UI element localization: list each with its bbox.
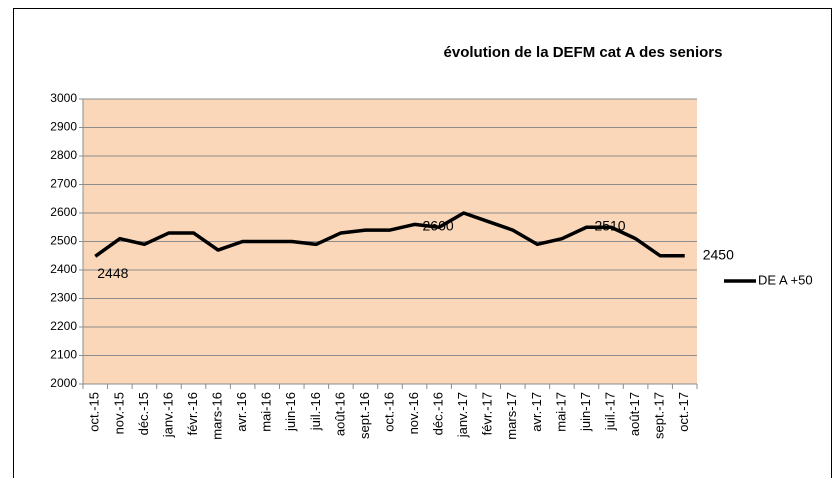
x-tick-label: oct.-15 (87, 392, 102, 432)
x-tick-label: juin-16 (283, 392, 298, 432)
x-tick-label: mai-17 (553, 392, 568, 432)
data-label: 2450 (703, 246, 734, 262)
x-tick-label: mai-16 (259, 392, 274, 432)
x-tick-label: avr.-16 (234, 392, 249, 432)
x-tick-label: déc.-15 (136, 392, 151, 435)
legend-label: DE A +50 (758, 272, 813, 287)
x-tick-label: avr.-17 (529, 392, 544, 432)
x-tick-label: déc.-16 (431, 392, 446, 435)
x-tick-label: nov.-16 (406, 392, 421, 434)
x-tick-label: août-16 (332, 392, 347, 436)
y-tick-label: 2600 (50, 205, 77, 219)
chart-border (13, 8, 832, 478)
x-tick-label: févr.-16 (185, 392, 200, 435)
data-label: 2510 (594, 217, 625, 233)
y-tick-label: 2700 (50, 177, 77, 191)
x-tick-label: nov.-15 (111, 392, 126, 434)
x-tick-label: janv.-17 (455, 392, 470, 438)
x-tick-label: juil.-17 (602, 392, 617, 431)
x-tick-label: mars-16 (210, 392, 225, 440)
y-tick-label: 2300 (50, 291, 77, 305)
x-tick-label: mars-17 (504, 392, 519, 440)
x-tick-label: juil.-16 (308, 392, 323, 431)
y-tick-label: 2900 (50, 120, 77, 134)
data-label: 2448 (97, 265, 128, 281)
y-tick-label: 2200 (50, 319, 77, 333)
x-tick-label: févr.-17 (480, 392, 495, 435)
y-tick-label: 2800 (50, 148, 77, 162)
y-tick-label: 2500 (50, 234, 77, 248)
x-tick-label: oct.-16 (381, 392, 396, 432)
x-tick-label: sept.-17 (652, 392, 667, 439)
x-tick-label: janv.-16 (160, 392, 175, 438)
y-tick-label: 2400 (50, 262, 77, 276)
x-tick-label: juin-17 (578, 392, 593, 432)
x-tick-label: oct.-17 (676, 392, 691, 432)
x-tick-label: août-17 (627, 392, 642, 436)
y-tick-label: 2100 (50, 348, 77, 362)
y-tick-label: 3000 (50, 91, 77, 105)
line (94, 211, 685, 258)
y-tick-label: 2000 (50, 376, 77, 390)
data-label: 2600 (423, 218, 454, 234)
x-tick-label: sept.-16 (357, 392, 372, 439)
chart-title: évolution de la DEFM cat A des seniors (444, 44, 723, 61)
